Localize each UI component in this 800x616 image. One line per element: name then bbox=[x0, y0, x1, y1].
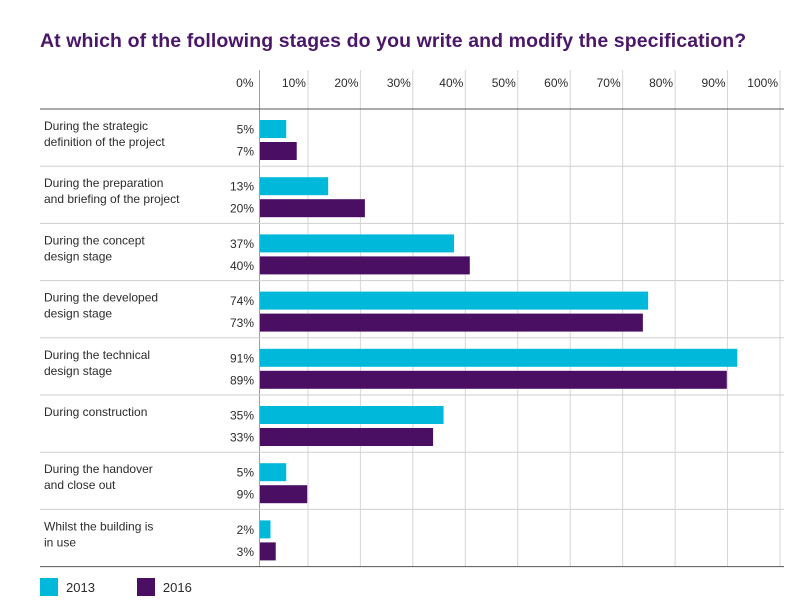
legend-label-2016: 2016 bbox=[162, 579, 192, 595]
bar-2013 bbox=[260, 291, 649, 310]
value-label-2016: 3% bbox=[237, 545, 255, 559]
category-label: During the strategic bbox=[44, 119, 148, 133]
chart-legend: 2013 2016 bbox=[40, 578, 234, 596]
x-tick-label: 60% bbox=[544, 76, 568, 90]
category-label: During the developed bbox=[44, 291, 158, 305]
category-label: in use bbox=[44, 535, 76, 549]
value-label-2016: 7% bbox=[237, 145, 255, 159]
x-tick-label: 100% bbox=[747, 76, 778, 90]
bar-2016 bbox=[260, 428, 434, 446]
bar-2016 bbox=[260, 256, 470, 275]
bar-2016 bbox=[260, 542, 276, 561]
bar-2013 bbox=[260, 406, 444, 424]
value-label-2013: 2% bbox=[237, 523, 255, 537]
x-tick-label: 0% bbox=[236, 76, 254, 90]
bar-2013 bbox=[260, 520, 271, 539]
value-label-2016: 89% bbox=[230, 373, 254, 387]
bar-2013 bbox=[260, 348, 738, 367]
value-label-2016: 40% bbox=[230, 259, 254, 273]
legend-swatch-2016 bbox=[136, 578, 155, 596]
legend-item-2013: 2013 bbox=[40, 578, 95, 596]
legend-item-2016: 2016 bbox=[136, 578, 192, 596]
value-label-2016: 33% bbox=[230, 431, 254, 445]
value-label-2013: 5% bbox=[237, 466, 255, 480]
category-label: During the concept bbox=[44, 233, 145, 247]
bar-2016 bbox=[260, 485, 308, 504]
bar-2016 bbox=[260, 142, 297, 160]
bar-2016 bbox=[260, 313, 643, 332]
value-label-2016: 73% bbox=[230, 316, 254, 330]
bar-2013 bbox=[260, 234, 455, 253]
category-label: definition of the project bbox=[44, 135, 165, 149]
category-label: design stage bbox=[44, 249, 112, 263]
legend-swatch-2013 bbox=[40, 578, 58, 596]
category-label: design stage bbox=[44, 364, 112, 378]
value-label-2013: 5% bbox=[237, 123, 255, 137]
bar-2013 bbox=[260, 120, 287, 138]
value-label-2013: 13% bbox=[230, 180, 254, 194]
bar-2016 bbox=[260, 199, 365, 218]
bar-2016 bbox=[260, 370, 727, 389]
value-label-2013: 37% bbox=[230, 237, 254, 251]
x-tick-label: 10% bbox=[282, 76, 306, 90]
category-label: and close out bbox=[44, 478, 116, 492]
x-tick-label: 30% bbox=[387, 76, 411, 90]
bar-2013 bbox=[260, 177, 329, 196]
category-label: During the technical bbox=[44, 348, 150, 362]
x-tick-label: 50% bbox=[492, 76, 516, 90]
chart-title: At which of the following stages do you … bbox=[40, 30, 747, 52]
value-label-2013: 74% bbox=[230, 294, 254, 308]
category-label: Whilst the building is bbox=[44, 519, 153, 533]
x-tick-label: 80% bbox=[649, 76, 673, 90]
value-label-2016: 20% bbox=[230, 202, 254, 216]
value-label-2013: 91% bbox=[230, 351, 254, 365]
category-label: and briefing of the project bbox=[44, 192, 180, 206]
x-tick-label: 20% bbox=[334, 76, 358, 90]
category-label: design stage bbox=[44, 307, 112, 321]
value-label-2013: 35% bbox=[230, 409, 254, 423]
value-label-2016: 9% bbox=[237, 488, 255, 502]
legend-label-2013: 2013 bbox=[66, 579, 95, 595]
x-tick-label: 90% bbox=[702, 76, 726, 90]
category-label: During the preparation bbox=[44, 176, 163, 190]
x-tick-label: 40% bbox=[439, 76, 463, 90]
category-label: During the handover bbox=[44, 462, 153, 476]
x-tick-label: 70% bbox=[597, 76, 621, 90]
category-label: During construction bbox=[44, 405, 147, 419]
bar-2013 bbox=[260, 463, 287, 482]
